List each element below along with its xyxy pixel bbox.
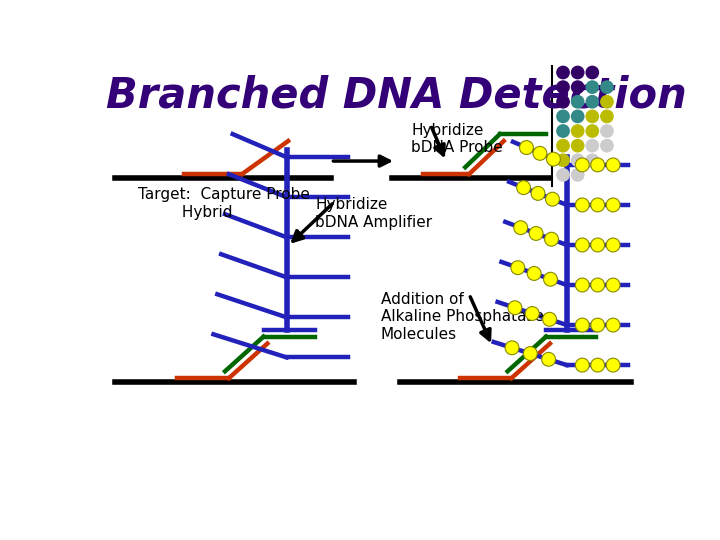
Circle shape (541, 353, 556, 366)
Circle shape (557, 168, 570, 181)
Circle shape (606, 158, 620, 172)
Circle shape (600, 139, 613, 152)
Circle shape (590, 358, 605, 372)
Circle shape (544, 232, 559, 246)
Circle shape (600, 110, 613, 123)
Circle shape (590, 238, 605, 252)
Circle shape (557, 96, 570, 108)
Circle shape (590, 198, 605, 212)
Circle shape (590, 158, 605, 172)
Circle shape (572, 66, 584, 79)
Circle shape (586, 66, 598, 79)
Circle shape (600, 81, 613, 93)
Circle shape (523, 347, 537, 361)
Circle shape (572, 139, 584, 152)
Circle shape (572, 154, 584, 166)
Circle shape (606, 238, 620, 252)
Circle shape (586, 125, 598, 137)
Circle shape (590, 278, 605, 292)
Circle shape (557, 139, 570, 152)
Circle shape (544, 272, 557, 286)
Circle shape (606, 198, 620, 212)
Circle shape (508, 301, 522, 315)
Circle shape (526, 307, 539, 320)
Circle shape (586, 154, 598, 166)
Circle shape (517, 181, 531, 194)
Circle shape (557, 66, 570, 79)
Circle shape (546, 192, 559, 206)
Circle shape (543, 312, 557, 326)
Circle shape (575, 318, 589, 332)
Circle shape (575, 238, 589, 252)
Circle shape (586, 110, 598, 123)
Circle shape (600, 96, 613, 108)
Circle shape (606, 358, 620, 372)
Circle shape (557, 154, 570, 166)
Circle shape (606, 278, 620, 292)
Circle shape (511, 261, 525, 275)
Circle shape (533, 146, 547, 160)
Circle shape (529, 226, 543, 240)
Text: Target:  Capture Probe
         Hybrid: Target: Capture Probe Hybrid (138, 187, 310, 220)
Text: Branched DNA Detection: Branched DNA Detection (106, 74, 686, 116)
Text: Addition of
Alkaline Phosphatase
Molecules: Addition of Alkaline Phosphatase Molecul… (381, 292, 544, 342)
Text: Hybridize
bDNA Amplifier: Hybridize bDNA Amplifier (315, 197, 432, 230)
Circle shape (557, 110, 570, 123)
Text: Hybridize
bDNA Probe: Hybridize bDNA Probe (411, 123, 503, 155)
Circle shape (557, 81, 570, 93)
Circle shape (586, 81, 598, 93)
Circle shape (572, 168, 584, 181)
Circle shape (575, 358, 589, 372)
Circle shape (586, 139, 598, 152)
Circle shape (505, 341, 519, 355)
Circle shape (600, 125, 613, 137)
Circle shape (572, 110, 584, 123)
Circle shape (590, 318, 605, 332)
Circle shape (575, 158, 589, 172)
Circle shape (575, 198, 589, 212)
Circle shape (606, 318, 620, 332)
Circle shape (575, 278, 589, 292)
Circle shape (546, 152, 560, 166)
Circle shape (557, 125, 570, 137)
Circle shape (514, 221, 528, 234)
Circle shape (572, 96, 584, 108)
Circle shape (520, 140, 534, 154)
Circle shape (572, 81, 584, 93)
Circle shape (531, 186, 545, 200)
Circle shape (572, 125, 584, 137)
Circle shape (527, 267, 541, 280)
Circle shape (586, 96, 598, 108)
